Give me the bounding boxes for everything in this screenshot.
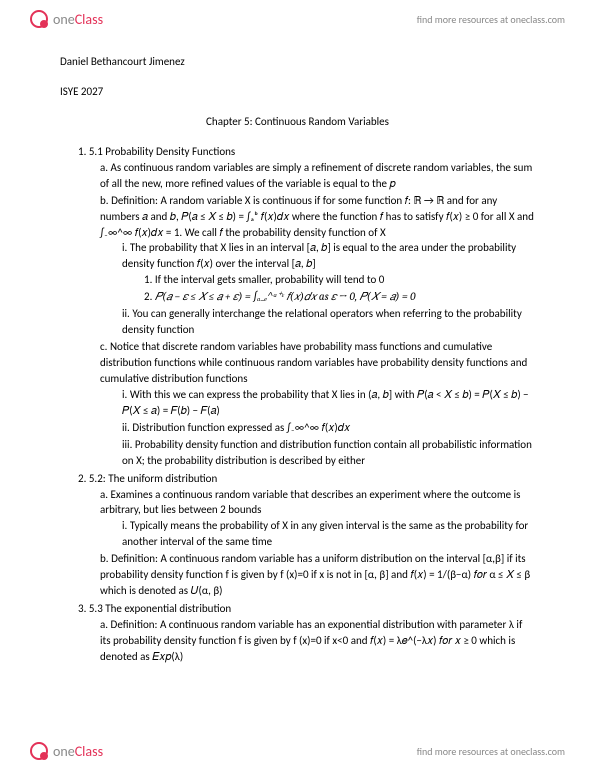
label: 2. [144, 290, 152, 303]
item-1b: b. Definition: A random variable X is co… [100, 193, 535, 338]
footer-find-more-link[interactable]: find more resources at oneclass.com [417, 745, 565, 758]
section-num: 2. [78, 472, 86, 485]
label: ii. [122, 421, 130, 434]
item-1c-i: i. With this we can express the probabil… [122, 387, 535, 419]
footer-logo-text: oneClass [53, 743, 103, 760]
label: i. [122, 519, 127, 532]
find-more-link[interactable]: find more resources at oneclass.com [417, 13, 565, 26]
label: iii. [122, 438, 132, 451]
text: Definition: A random variable X is conti… [100, 194, 534, 239]
outline-list: 1. 5.1 Probability Density Functions a. … [60, 144, 535, 665]
text: If the interval gets smaller, probabilit… [155, 273, 385, 286]
text: As continuous random variables are simpl… [100, 161, 532, 190]
section-title: 5.2: The uniform distribution [89, 472, 217, 485]
item-1c: c. Notice that discrete random variables… [100, 339, 535, 469]
logo[interactable]: oneClass [30, 10, 103, 28]
course-code: ISYE 2027 [60, 84, 535, 100]
text: You can generally interchange the relati… [122, 307, 522, 336]
logo-one: one [53, 11, 75, 28]
text: Examines a continuous random variable th… [100, 488, 520, 517]
section-title: 5.1 Probability Density Functions [89, 145, 235, 158]
logo-class: Class [75, 743, 103, 760]
label: a. [100, 488, 108, 501]
label: i. [122, 241, 127, 254]
label: 1. [144, 273, 152, 286]
section-1: 1. 5.1 Probability Density Functions a. … [78, 144, 535, 469]
item-1c-iii: iii. Probability density function and di… [122, 437, 535, 469]
text: 𝑃(𝑎 − 𝜀 ≤ 𝑋 ≤ 𝑎 + 𝜀) = ∫ₐ₋ₑ^ᵃ⁺ᵋ 𝑓(𝑥)𝑑𝑥 a… [155, 290, 416, 303]
chapter-title: Chapter 5: Continuous Random Variables [60, 114, 535, 130]
text: Definition: A continuous random variable… [100, 618, 522, 663]
text: Probability density function and distrib… [122, 438, 532, 467]
text: Distribution function expressed as ∫₋∞^∞… [132, 421, 350, 434]
label: ii. [122, 307, 130, 320]
label: a. [100, 161, 108, 174]
item-2a-i: i. Typically means the probability of X … [122, 518, 535, 550]
text: Typically means the probability of X in … [122, 519, 528, 548]
author-name: Daniel Bethancourt Jimenez [60, 54, 535, 70]
logo-one: one [53, 743, 75, 760]
item-2b: b. Definition: A continuous random varia… [100, 551, 535, 599]
header-bar: oneClass find more resources at oneclass… [0, 0, 595, 34]
section-num: 1. [78, 145, 86, 158]
footer-bar: oneClass find more resources at oneclass… [0, 736, 595, 770]
label: a. [100, 618, 108, 631]
item-1b-ii: ii. You can generally interchange the re… [122, 306, 535, 338]
text: Notice that discrete random variables ha… [100, 340, 527, 385]
logo-class: Class [75, 11, 103, 28]
oneclass-logo-icon [30, 10, 48, 28]
oneclass-logo-icon [30, 742, 48, 760]
text: Definition: A continuous random variable… [100, 552, 530, 597]
section-3: 3. 5.3 The exponential distribution a. D… [78, 601, 535, 665]
text: The probability that X lies in an interv… [122, 241, 516, 270]
item-1b-i: i. The probability that X lies in an int… [122, 240, 535, 305]
section-num: 3. [78, 602, 86, 615]
label: b. [100, 194, 109, 207]
item-3a: a. Definition: A continuous random varia… [100, 617, 535, 665]
section-2: 2. 5.2: The uniform distribution a. Exam… [78, 471, 535, 600]
document-body: Daniel Bethancourt Jimenez ISYE 2027 Cha… [0, 34, 595, 677]
item-1b-i-2: 2. 𝑃(𝑎 − 𝜀 ≤ 𝑋 ≤ 𝑎 + 𝜀) = ∫ₐ₋ₑ^ᵃ⁺ᵋ 𝑓(𝑥)𝑑… [144, 289, 535, 305]
item-1a: a. As continuous random variables are si… [100, 160, 535, 192]
label: c. [100, 340, 107, 353]
label: i. [122, 388, 127, 401]
logo-text: oneClass [53, 11, 103, 28]
item-2a: a. Examines a continuous random variable… [100, 487, 535, 551]
footer-logo[interactable]: oneClass [30, 742, 103, 760]
section-title: 5.3 The exponential distribution [89, 602, 231, 615]
item-1c-ii: ii. Distribution function expressed as ∫… [122, 420, 535, 436]
label: b. [100, 552, 109, 565]
item-1b-i-1: 1. If the interval gets smaller, probabi… [144, 272, 535, 288]
text: With this we can express the probability… [122, 388, 529, 417]
